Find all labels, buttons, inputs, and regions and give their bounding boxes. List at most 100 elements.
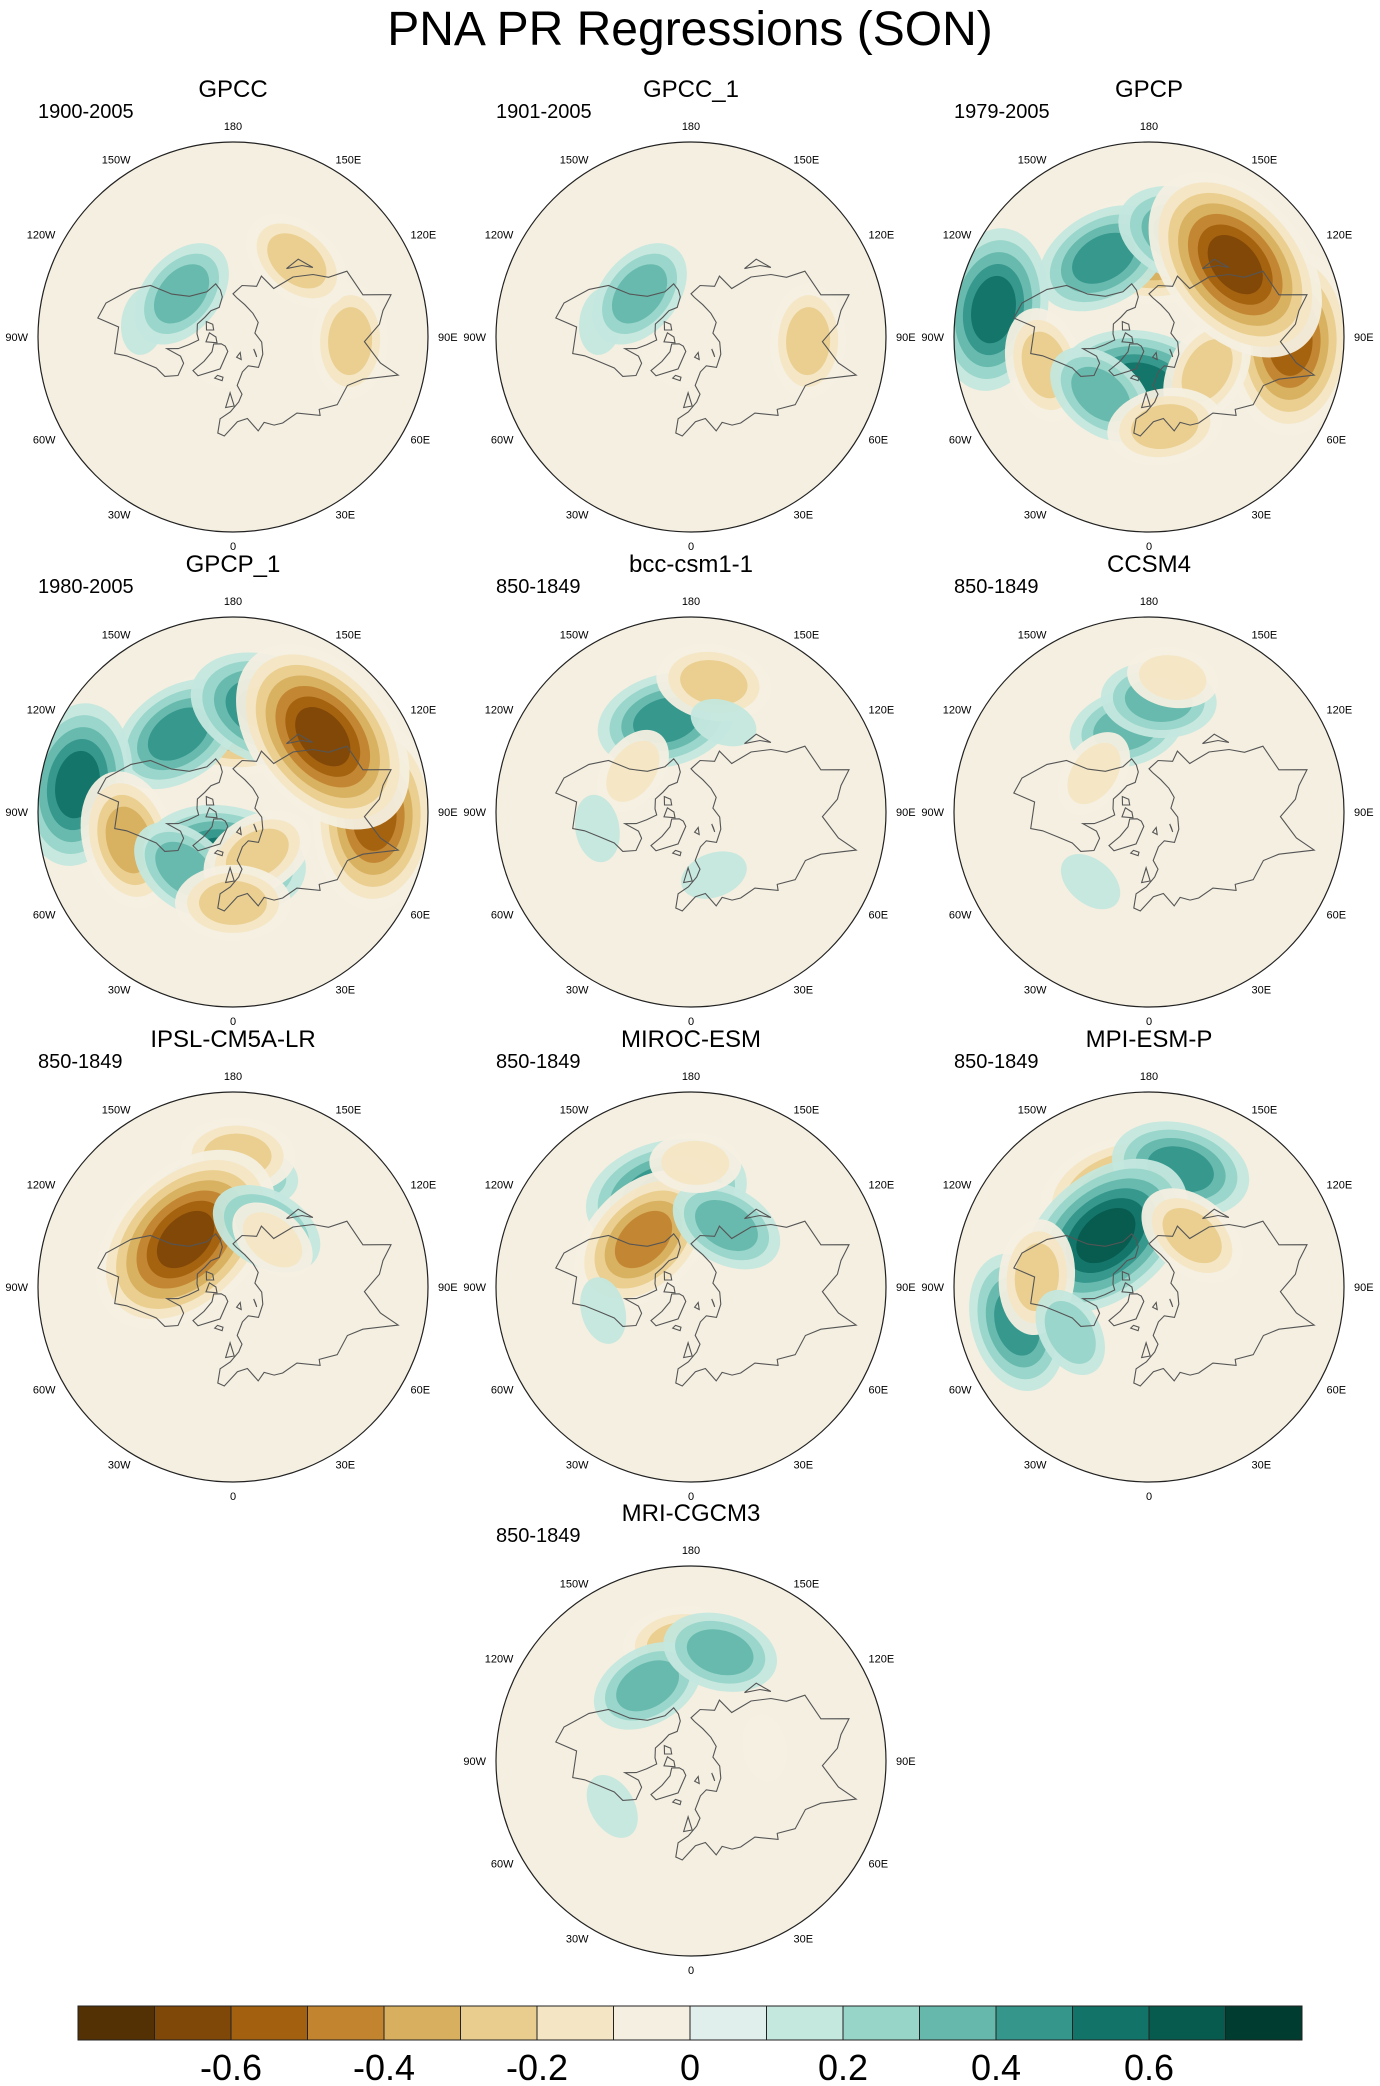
coastline — [235, 826, 242, 836]
map-panel: GPCC 1900-2005 180 150E 120E 90E 60E 30E 0 30W 60W… — [5, 76, 457, 553]
anomaly-level — [156, 1210, 215, 1269]
map-border — [495, 1091, 887, 1483]
anomaly-feature — [592, 243, 687, 345]
anomaly-level — [1076, 1207, 1136, 1264]
longitude-label: 90W — [463, 1756, 486, 1768]
longitude-label: 120E — [411, 230, 437, 242]
coastline — [213, 374, 224, 382]
anomaly-level — [971, 275, 1016, 344]
longitude-label: 30W — [566, 985, 589, 997]
coastline — [1202, 733, 1230, 745]
coastline — [675, 1694, 858, 1861]
coastline — [1169, 1298, 1174, 1308]
coastline — [1169, 348, 1174, 358]
longitude-label: 30E — [336, 985, 356, 997]
anomaly-feature — [236, 643, 410, 830]
coastline — [286, 258, 314, 270]
coastline — [1129, 1324, 1140, 1332]
longitude-label: 90W — [463, 1282, 486, 1294]
coastline — [217, 745, 400, 912]
map-border — [495, 141, 887, 533]
anomaly-level — [1207, 234, 1263, 295]
longitude-label: 60W — [949, 1385, 972, 1397]
longitude-label: 60E — [411, 1385, 431, 1397]
map-body — [38, 142, 428, 532]
longitude-label: 120W — [943, 1180, 972, 1192]
anomaly-level — [681, 851, 747, 899]
longitude-label: 60W — [491, 435, 514, 447]
coastline — [1108, 1293, 1145, 1327]
colorbar-tick-label: 0.6 — [1124, 2047, 1174, 2086]
coastline — [1133, 1220, 1316, 1387]
longitude-label: 60W — [949, 435, 972, 447]
coastline — [217, 1220, 400, 1387]
longitude-label: 60E — [1327, 910, 1347, 922]
coastline — [1169, 823, 1174, 833]
coastline — [693, 826, 700, 836]
longitude-label: 180 — [1140, 121, 1158, 133]
coastline — [1133, 745, 1316, 912]
longitude-label: 90E — [438, 807, 458, 819]
longitude-label: 150W — [1018, 1104, 1047, 1116]
colorbar-swatch — [766, 2005, 844, 2041]
coastline — [682, 1814, 693, 1833]
anomaly-level — [183, 333, 243, 389]
longitude-label: 60E — [411, 435, 431, 447]
coastline — [1108, 343, 1145, 377]
longitude-label: 120W — [943, 705, 972, 717]
colorbar-swatch — [307, 2005, 385, 2041]
longitude-label: 150W — [1018, 629, 1047, 641]
coastline — [671, 1324, 682, 1332]
longitude-label: 180 — [682, 1071, 700, 1083]
colorbar-tick-label: -0.4 — [353, 2047, 415, 2086]
coastline — [671, 374, 682, 382]
longitude-label: 0 — [230, 1016, 236, 1028]
anomaly-feature — [183, 333, 243, 389]
colorbar-swatch — [460, 2005, 538, 2041]
colorbar-tick-label: 0.2 — [818, 2047, 868, 2086]
longitude-label: 120W — [485, 1654, 514, 1666]
longitude-label: 30W — [1024, 1460, 1047, 1472]
longitude-label: 90W — [921, 1282, 944, 1294]
coastline — [1121, 1281, 1134, 1294]
coastline — [217, 270, 400, 437]
longitude-label: 90W — [463, 332, 486, 344]
panel-title: GPCP — [1115, 76, 1183, 103]
longitude-label: 0 — [1146, 1491, 1152, 1503]
coastline — [663, 1755, 676, 1768]
coastline — [205, 795, 215, 806]
coastline — [97, 282, 223, 377]
anomaly-level — [614, 1210, 673, 1269]
colorbar-swatch — [154, 2005, 232, 2041]
coastline — [555, 1232, 681, 1327]
anomaly-level — [1072, 232, 1135, 284]
coastline — [1013, 1232, 1139, 1327]
anomaly-feature — [656, 643, 772, 722]
panel-title: IPSL-CM5A-LR — [150, 1026, 315, 1053]
anomaly-level — [686, 1629, 754, 1676]
coastline — [1121, 331, 1134, 344]
anomaly-feature — [134, 243, 229, 345]
map-border — [953, 1091, 1345, 1483]
map-body — [38, 1092, 428, 1482]
longitude-label: 150W — [102, 1104, 131, 1116]
coastline — [693, 1775, 700, 1785]
longitude-label: 30W — [566, 1934, 589, 1946]
longitude-label: 30E — [794, 1460, 814, 1472]
coastline — [650, 818, 687, 852]
coastlines — [97, 258, 400, 437]
longitude-label: 150W — [560, 629, 589, 641]
coastline — [663, 331, 676, 344]
coastline — [693, 351, 700, 361]
anomaly-level — [661, 1140, 730, 1185]
coastline — [235, 1301, 242, 1311]
longitude-label: 0 — [688, 1016, 694, 1028]
longitude-label: 150E — [794, 1578, 820, 1590]
longitude-label: 90W — [921, 332, 944, 344]
anomaly-feature — [690, 698, 757, 747]
anomaly-feature — [1141, 1188, 1243, 1283]
coastline — [675, 1220, 858, 1387]
longitude-label: 120W — [943, 230, 972, 242]
panel-period: 1900-2005 — [38, 101, 134, 123]
